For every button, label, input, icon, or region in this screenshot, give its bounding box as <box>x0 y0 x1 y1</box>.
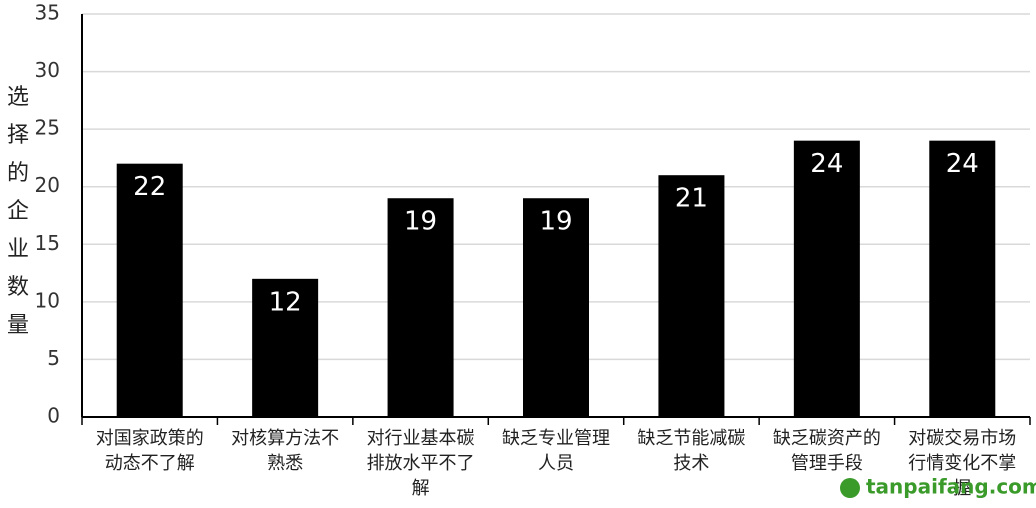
y-tick-label: 10 <box>35 288 60 312</box>
data-label: 24 <box>810 149 843 179</box>
watermark-logo <box>840 478 860 498</box>
y-tick-label: 30 <box>35 58 60 82</box>
data-label: 21 <box>675 184 708 214</box>
y-tick-label: 35 <box>35 1 60 25</box>
y-tick-label: 20 <box>35 173 60 197</box>
bar <box>793 140 860 417</box>
bar <box>252 278 319 417</box>
bar <box>658 175 725 417</box>
y-tick-label: 5 <box>47 346 60 370</box>
bar <box>523 198 589 417</box>
bar <box>116 163 183 417</box>
data-label: 22 <box>133 172 166 202</box>
y-tick-label: 15 <box>35 231 60 255</box>
x-tick-label: 对碳交易市场行情变化不掌握 <box>908 428 1016 499</box>
data-label: 24 <box>946 149 979 179</box>
data-label: 19 <box>539 207 572 237</box>
data-label: 19 <box>404 207 437 237</box>
x-tick-label: 缺乏节能减碳技术 <box>637 428 745 474</box>
bar <box>929 140 996 417</box>
y-tick-label: 25 <box>35 116 60 140</box>
watermark: tanpaifang.com <box>866 475 1036 499</box>
x-tick-label: 对行业基本碳排放水平不了解 <box>367 428 475 499</box>
data-label: 12 <box>269 287 302 317</box>
x-tick-label: 缺乏碳资产的管理手段 <box>773 428 881 474</box>
bar <box>387 198 454 417</box>
x-tick-label: 对核算方法不熟悉 <box>231 428 339 474</box>
y-axis-label: 选择的企业数量 <box>7 85 29 338</box>
x-tick-label: 对国家政策的动态不了解 <box>96 428 204 474</box>
x-tick-label: 缺乏专业管理人员 <box>502 428 610 474</box>
y-tick-label: 0 <box>47 404 60 428</box>
